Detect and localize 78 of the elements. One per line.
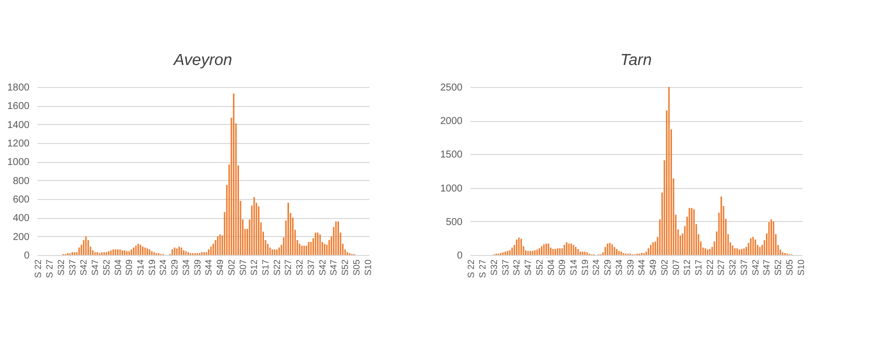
y-tick-label: 2000 bbox=[440, 116, 463, 128]
x-tick-label: S12 bbox=[682, 260, 692, 276]
x-tick-label: S27 bbox=[283, 260, 294, 276]
y-tick-label: 500 bbox=[446, 216, 463, 228]
x-tick-label: S07 bbox=[238, 260, 248, 276]
x-tick-label: S19 bbox=[146, 260, 157, 276]
x-tick-label: S49 bbox=[215, 260, 226, 276]
y-tick-label: 1200 bbox=[7, 138, 30, 150]
x-tick-label: S12 bbox=[249, 260, 260, 276]
x-tick-label: S02 bbox=[659, 260, 670, 276]
x-tick-label: S47 bbox=[328, 260, 339, 276]
x-tick-label: S04 bbox=[546, 260, 556, 276]
x-tick-label: S32 bbox=[294, 260, 305, 276]
y-tick-label: 800 bbox=[12, 176, 30, 187]
x-tick-label: S29 bbox=[170, 260, 180, 276]
x-tick-label: S22 bbox=[272, 260, 282, 276]
y-tick-label: 1400 bbox=[7, 120, 30, 131]
x-tick-label: S 22 bbox=[466, 260, 476, 278]
x-tick-label: S34 bbox=[180, 260, 191, 276]
x-tick-label: S34 bbox=[614, 260, 624, 276]
x-tick-label: S17 bbox=[694, 260, 704, 276]
y-tick-label: 0 bbox=[456, 250, 463, 262]
x-tick-label: S24 bbox=[591, 260, 602, 276]
y-tick-label: 1000 bbox=[7, 157, 30, 168]
chart-title: Aveyron bbox=[172, 52, 232, 69]
x-tick-label: S42 bbox=[78, 260, 89, 276]
x-tick-label: S37 bbox=[306, 260, 316, 276]
y-tick-label: 200 bbox=[12, 232, 30, 243]
x-tick-label: S47 bbox=[90, 260, 100, 276]
x-tick-label: S32 bbox=[728, 260, 738, 276]
y-tick-label: 1000 bbox=[440, 183, 463, 194]
x-tick-label: S05 bbox=[351, 260, 362, 276]
y-tick-label: 600 bbox=[12, 194, 30, 206]
chart-title: Tarn bbox=[620, 52, 652, 69]
x-tick-label: S05 bbox=[784, 260, 794, 276]
x-tick-label: S 27 bbox=[478, 260, 488, 278]
x-tick-label: S37 bbox=[500, 260, 510, 276]
x-tick-label: S44 bbox=[636, 260, 647, 276]
x-tick-label: S24 bbox=[158, 260, 168, 276]
x-tick-label: S29 bbox=[602, 260, 613, 276]
x-tick-label: S17 bbox=[260, 260, 271, 276]
x-tick-label: S10 bbox=[362, 260, 373, 276]
x-tick-label: S52 bbox=[101, 260, 112, 276]
x-tick-label: S49 bbox=[648, 260, 658, 276]
x-tick-label: S42 bbox=[512, 260, 522, 276]
x-tick-label: S47 bbox=[523, 260, 534, 276]
x-tick-label: S27 bbox=[716, 260, 726, 276]
x-tick-label: S37 bbox=[738, 260, 749, 276]
y-tick-label: 1600 bbox=[7, 101, 30, 112]
x-tick-label: S52 bbox=[773, 260, 784, 276]
x-tick-label: S09 bbox=[557, 260, 568, 276]
x-tick-label: S14 bbox=[568, 260, 578, 276]
x-tick-label: S39 bbox=[192, 260, 202, 276]
x-tick-label: S42 bbox=[317, 260, 328, 276]
x-tick-label: S04 bbox=[112, 260, 123, 276]
y-tick-label: 2500 bbox=[440, 82, 463, 94]
x-tick-label: S22 bbox=[704, 260, 715, 276]
x-tick-label: S14 bbox=[135, 260, 146, 276]
y-tick-label: 1800 bbox=[7, 82, 30, 94]
y-tick-label: 0 bbox=[24, 250, 30, 262]
x-tick-label: S32 bbox=[488, 260, 499, 276]
x-tick-label: S 27 bbox=[44, 260, 55, 278]
x-tick-label: S07 bbox=[670, 260, 681, 276]
x-tick-label: S09 bbox=[124, 260, 134, 276]
x-tick-label: S32 bbox=[56, 260, 66, 276]
x-tick-label: S52 bbox=[340, 260, 350, 276]
x-tick-label: S42 bbox=[750, 260, 760, 276]
y-tick-label: 1500 bbox=[440, 150, 463, 161]
x-tick-label: S52 bbox=[534, 260, 544, 276]
x-tick-label: S39 bbox=[625, 260, 636, 276]
x-tick-label: S44 bbox=[204, 260, 214, 276]
x-tick-label: S 22 bbox=[33, 260, 44, 278]
x-tick-label: S02 bbox=[226, 260, 236, 276]
y-tick-label: 400 bbox=[12, 213, 30, 224]
x-tick-label: S10 bbox=[796, 260, 806, 276]
x-tick-label: S19 bbox=[580, 260, 590, 276]
x-tick-label: S47 bbox=[762, 260, 772, 276]
x-tick-label: S37 bbox=[67, 260, 78, 276]
